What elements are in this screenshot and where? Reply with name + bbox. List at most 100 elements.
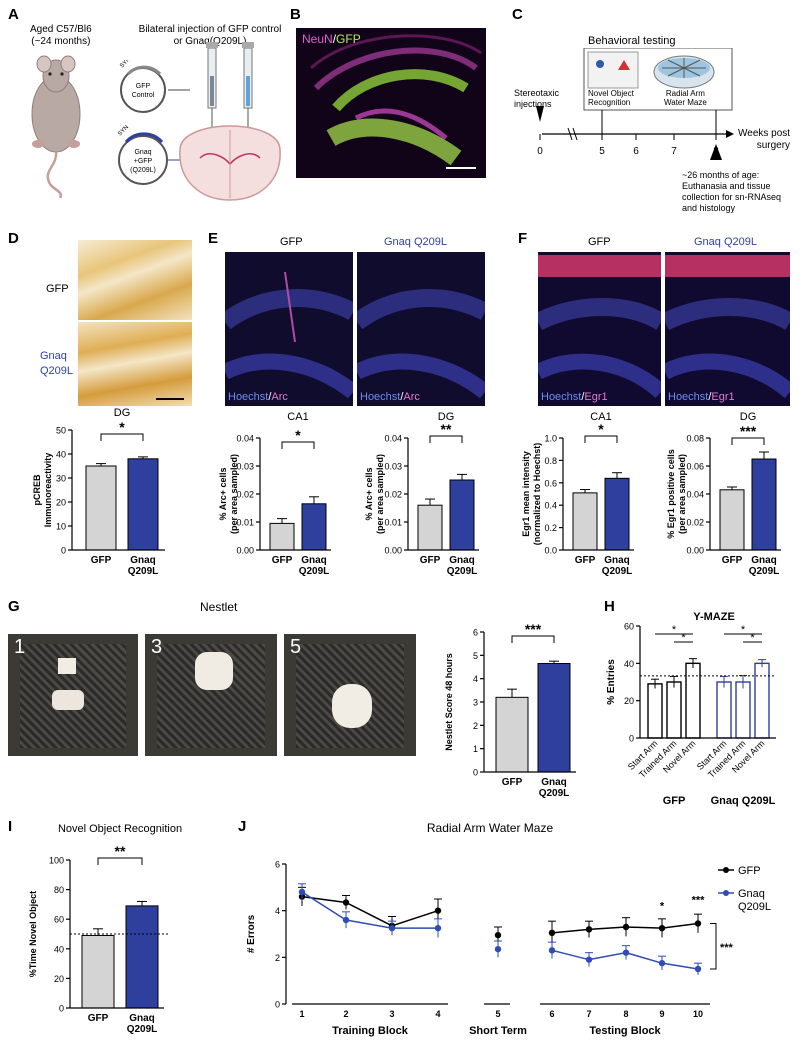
D-y-label: pCREB (32, 474, 42, 505)
J-x-tick-label: 1 (299, 1009, 304, 1019)
J-point (434, 924, 442, 932)
I-category-label: Q209L (127, 1024, 158, 1035)
D-bar (85, 465, 117, 551)
tick-5: 5 (599, 146, 605, 157)
F_CA1-bar (572, 492, 598, 551)
stereotaxic-line2: injections (514, 99, 552, 109)
e-gnaq-stain-b: Arc (403, 391, 420, 403)
J-annotation: * (660, 901, 665, 913)
J-x-tick-label: 8 (623, 1009, 628, 1019)
J-legend-marker-gfp (723, 867, 729, 873)
F_CA1-significance-label: * (598, 421, 604, 437)
H-y-tick-label: 60 (624, 622, 634, 632)
J-x-tick-label: 5 (495, 1009, 500, 1019)
F_CA1-y-label: (normalized to Hoechst) (532, 443, 542, 546)
J-x-tick-label: 10 (693, 1009, 703, 1019)
d-gnaq-line1: Gnaq (40, 350, 67, 362)
F_CA1-category-label: GFP (575, 555, 596, 566)
F_DG-significance-bracket (731, 437, 765, 445)
E_CA1-category-label: GFP (272, 555, 293, 566)
J-y-tick-label: 0 (275, 1000, 280, 1010)
D-bar (127, 458, 159, 551)
nor-line1: Novel Object (588, 89, 634, 98)
brain-injection-illustration (179, 42, 281, 201)
egr1-micrograph-gfp: Hoechst/Egr1 (538, 252, 661, 406)
weeks-label: Weeks post surgery (738, 128, 790, 152)
F_CA1-title: CA1 (590, 411, 611, 423)
J-title: Radial Arm Water Maze (427, 821, 554, 835)
H-y-tick-label: 0 (629, 734, 634, 744)
H-significance-label: * (750, 632, 755, 644)
euthanasia-note: ~26 months of age: Euthanasia and tissue… (682, 170, 781, 214)
J-x-tick-label: 4 (435, 1009, 440, 1019)
J-x-tick-label: 6 (549, 1009, 554, 1019)
J-point (658, 924, 666, 932)
nestlet-title: Nestlet (200, 600, 238, 614)
F_CA1-category-label: Gnaq (604, 555, 630, 566)
D-significance-bracket (100, 433, 144, 441)
E_DG-y-tick-label: 0.00 (384, 546, 402, 556)
E_CA1-y-tick-label: 0.02 (236, 490, 254, 500)
J-point (434, 907, 442, 914)
F_CA1-y-tick-label: 0.8 (544, 456, 557, 466)
G-y-label: Nestlet Score 48 hours (444, 653, 454, 751)
neun-gfp-micrograph: NeuN/GFP (296, 28, 486, 178)
J-point (548, 929, 556, 937)
J-point (622, 949, 630, 956)
mouse-illustration (31, 55, 81, 198)
J-x-group-label: Testing Block (589, 1025, 661, 1037)
D-y-tick-label: 50 (56, 426, 66, 436)
mouse-label-line2: (~24 months) (31, 36, 91, 47)
H-y-label: % Entries (606, 659, 617, 705)
F_DG-title: DG (740, 411, 757, 423)
arc-micrograph-gnaq: Hoechst/Arc (357, 252, 485, 406)
D-y-tick-label: 0 (61, 546, 66, 556)
J-legend-label-gfp: GFP (738, 865, 761, 877)
F_CA1-y-tick-label: 0.2 (544, 523, 557, 533)
I-category-label: Gnaq (129, 1013, 155, 1024)
panel-letter-b: B (290, 6, 301, 23)
J-point (298, 888, 306, 896)
J-legend-label-gnaq: Q209L (738, 901, 771, 913)
E_DG-category-label: Gnaq (449, 555, 475, 566)
E_DG-category-label: Q209L (447, 566, 478, 577)
pcreb-micrograph-gnaq (78, 322, 192, 406)
f-gnaq-stain-b: Egr1 (711, 391, 735, 403)
injection-label: Bilateral injection of GFP control or Gn… (110, 24, 310, 48)
E_CA1-bar (301, 503, 327, 551)
F_DG-significance-label: *** (740, 423, 757, 439)
F_CA1-y-label: Egr1 mean intensity (521, 451, 531, 537)
J-y-tick-label: 4 (275, 906, 280, 916)
J-point (658, 959, 666, 967)
J-point (342, 916, 350, 924)
F_CA1-significance-bracket (584, 435, 618, 443)
E_DG-y-tick-label: 0.04 (384, 434, 402, 444)
F_DG-category-label: Gnaq (751, 555, 777, 566)
nestlet-photo-5: 5 (284, 634, 416, 756)
G-bar (537, 663, 571, 773)
J-point (342, 899, 350, 906)
f-gnaq-stain-a: Hoechst (668, 391, 709, 403)
nestlet-photo-5-label: 5 (290, 636, 302, 658)
panel-letter-j: J (238, 818, 247, 835)
F_DG-y-tick-label: 0.04 (686, 490, 704, 500)
H-bar (735, 681, 751, 739)
timeline-tick-labels: 0 5 6 7 8 (537, 146, 719, 157)
E_DG-bar (449, 479, 475, 551)
E_CA1-y-label: % Arc+ cells (218, 468, 228, 521)
H-bar (666, 681, 682, 739)
ram-line1: Radial Arm (665, 89, 705, 98)
E_CA1-title: CA1 (287, 411, 308, 423)
F_CA1-y-tick-label: 0.0 (544, 546, 557, 556)
behavioral-testing-label: Behavioral testing (588, 35, 676, 47)
vector1-syn: SYN (119, 60, 132, 69)
vector2-line1: Gnaq (134, 149, 151, 156)
panel-letter-g: G (8, 598, 20, 615)
J-series-line (301, 895, 439, 927)
J-annotation: *** (720, 942, 734, 954)
J-x-tick-label: 2 (343, 1009, 348, 1019)
I-bar (125, 905, 159, 1009)
f-gfp-stain-b: Egr1 (584, 391, 608, 403)
f-gfp-stain-a: Hoechst (541, 391, 582, 403)
